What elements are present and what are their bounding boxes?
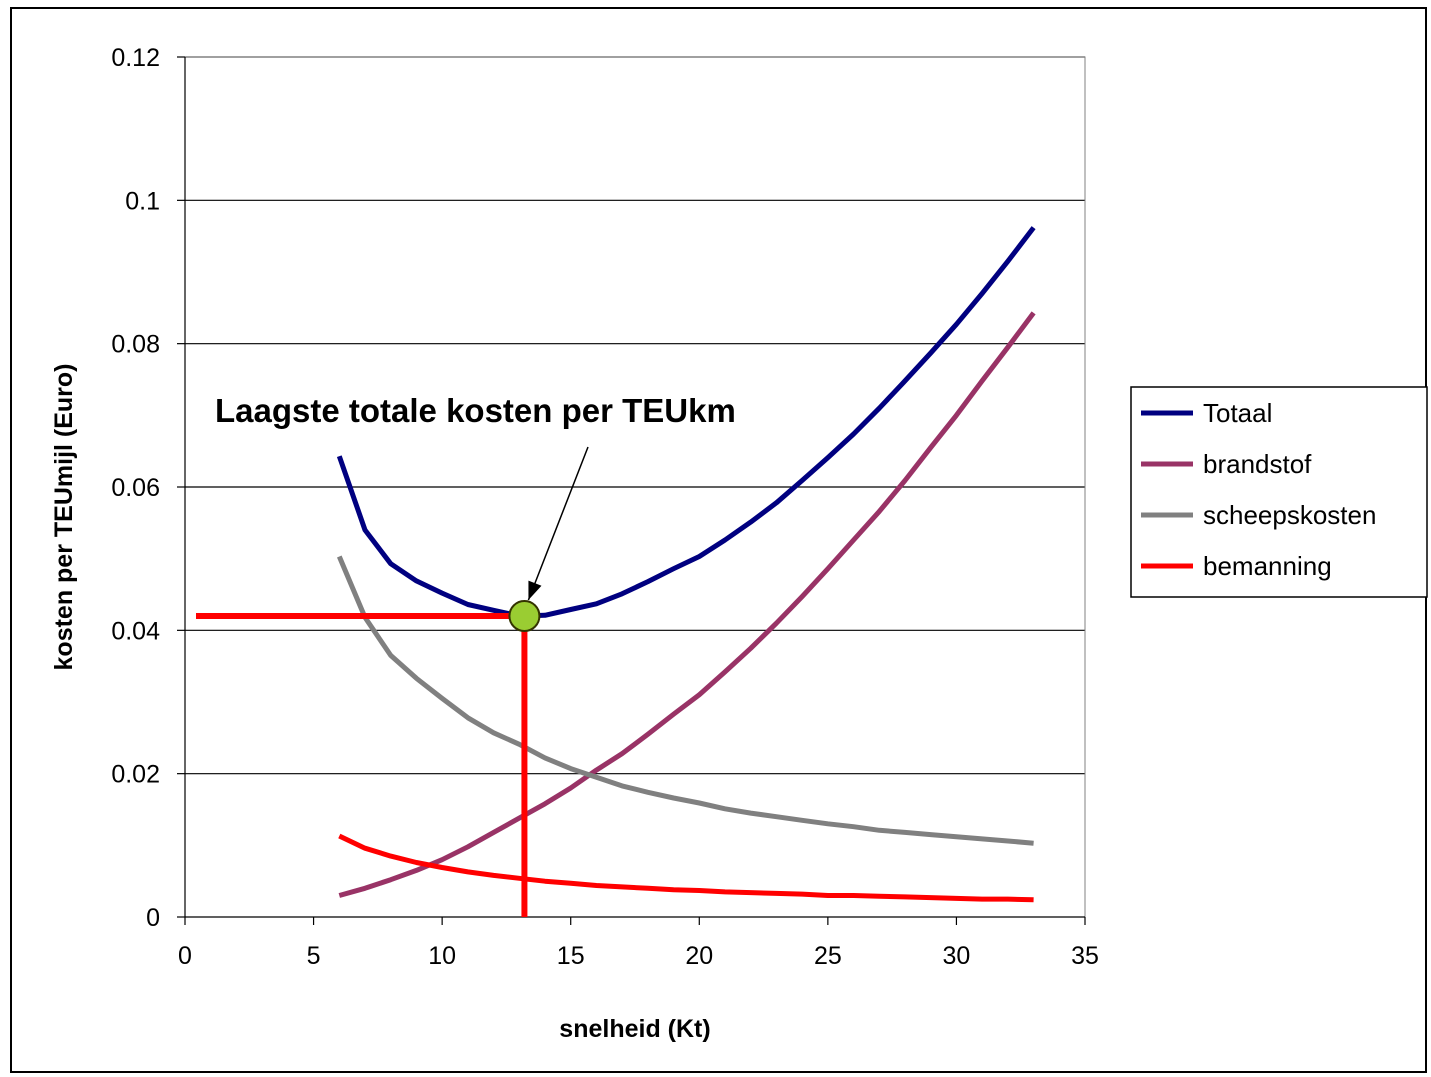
y-tick-label: 0.06 <box>111 474 160 502</box>
y-tick-label: 0.12 <box>111 44 160 72</box>
x-tick-label: 5 <box>307 942 321 970</box>
legend-label-scheepskosten: scheepskosten <box>1203 500 1376 530</box>
y-axis-title: kosten per TEUmijl (Euro) <box>50 364 78 671</box>
y-tick-label: 0.04 <box>111 617 160 645</box>
y-tick-label: 0.02 <box>111 761 160 789</box>
annotation-label: Laagste totale kosten per TEUkm <box>215 392 736 429</box>
annotation-arrow <box>527 446 589 601</box>
annotation-arrowhead <box>528 580 542 600</box>
minimum-guides <box>196 613 528 917</box>
axes <box>177 56 1086 925</box>
x-tick-label: 10 <box>428 942 456 970</box>
legend-box <box>1130 386 1428 598</box>
x-tick-label: 20 <box>685 942 713 970</box>
series-line-brandstof <box>338 311 1036 898</box>
legend-label-Totaal: Totaal <box>1203 398 1272 428</box>
series-line-Totaal <box>336 226 1036 619</box>
legend: Totaal brandstof scheepskosten bemanning <box>1130 386 1428 598</box>
x-tick-labels: 0 5 10 15 20 25 30 35 <box>178 942 1099 970</box>
legend-label-bemanning: bemanning <box>1203 551 1332 581</box>
y-tick-label: 0 <box>146 904 160 932</box>
x-tick-label: 25 <box>814 942 842 970</box>
x-tick-label: 0 <box>178 942 192 970</box>
x-tick-label: 15 <box>557 942 585 970</box>
minimum-marker <box>508 600 541 632</box>
x-tick-label: 35 <box>1071 942 1099 970</box>
series-line-bemanning <box>338 833 1034 903</box>
y-tick-label: 0.1 <box>125 187 160 215</box>
y-tick-labels: 0 0.02 0.04 0.06 0.08 0.1 0.12 <box>111 44 160 932</box>
series-lines <box>336 226 1036 903</box>
x-tick-label: 30 <box>943 942 971 970</box>
legend-label-brandstof: brandstof <box>1203 449 1312 479</box>
x-axis-title: snelheid (Kt) <box>559 1015 710 1043</box>
y-tick-label: 0.08 <box>111 331 160 359</box>
series-line-scheepskosten <box>336 555 1034 846</box>
